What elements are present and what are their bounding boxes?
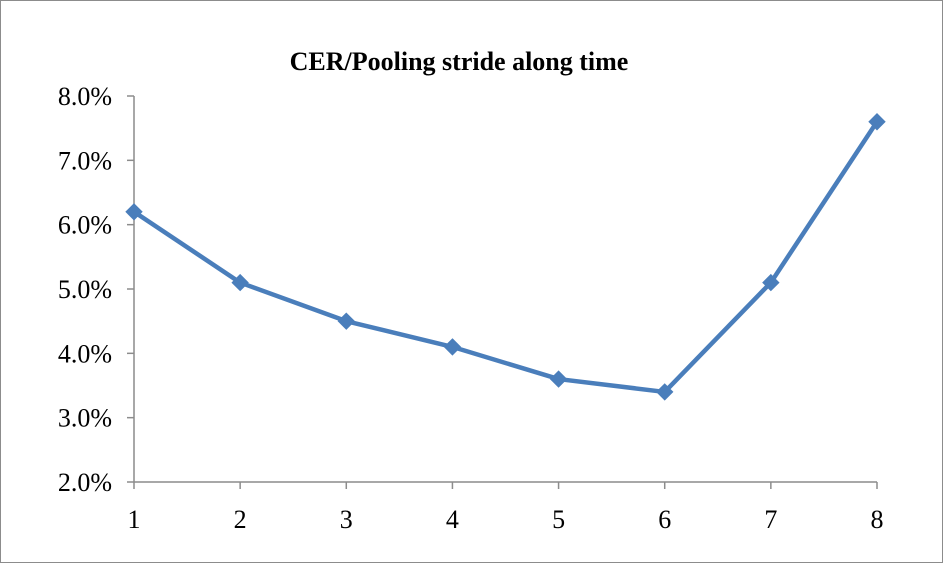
y-tick-label: 5.0% [58, 275, 112, 304]
x-tick-label: 6 [658, 505, 671, 534]
x-tick-label: 5 [552, 505, 565, 534]
y-tick-label: 8.0% [58, 82, 112, 111]
x-tick-label: 2 [234, 505, 247, 534]
y-tick-label: 2.0% [58, 468, 112, 497]
y-axis-ticks: 2.0% 3.0% 4.0% 5.0% 6.0% 7.0% 8.0% [58, 82, 134, 497]
x-tick-label: 3 [340, 505, 353, 534]
x-tick-label: 1 [128, 505, 141, 534]
chart-series [125, 113, 886, 401]
chart-title: CER/Pooling stride along time [290, 47, 629, 76]
y-tick-label: 3.0% [58, 404, 112, 433]
data-point-marker [868, 113, 886, 131]
x-tick-label: 4 [446, 505, 459, 534]
data-point-marker [762, 273, 780, 292]
y-tick-label: 4.0% [58, 339, 112, 368]
x-tick-label: 7 [764, 505, 777, 534]
data-point-marker [656, 383, 674, 401]
x-tick-label: 8 [871, 505, 884, 534]
data-point-marker [337, 312, 355, 330]
y-tick-label: 6.0% [58, 211, 112, 240]
x-axis-ticks: 1 2 3 4 5 6 7 8 [128, 482, 884, 534]
data-point-marker [549, 370, 568, 388]
data-point-marker [443, 338, 462, 356]
y-tick-label: 7.0% [58, 146, 112, 175]
data-point-marker [231, 273, 249, 292]
data-point-marker [125, 203, 143, 221]
series-line [131, 119, 880, 395]
